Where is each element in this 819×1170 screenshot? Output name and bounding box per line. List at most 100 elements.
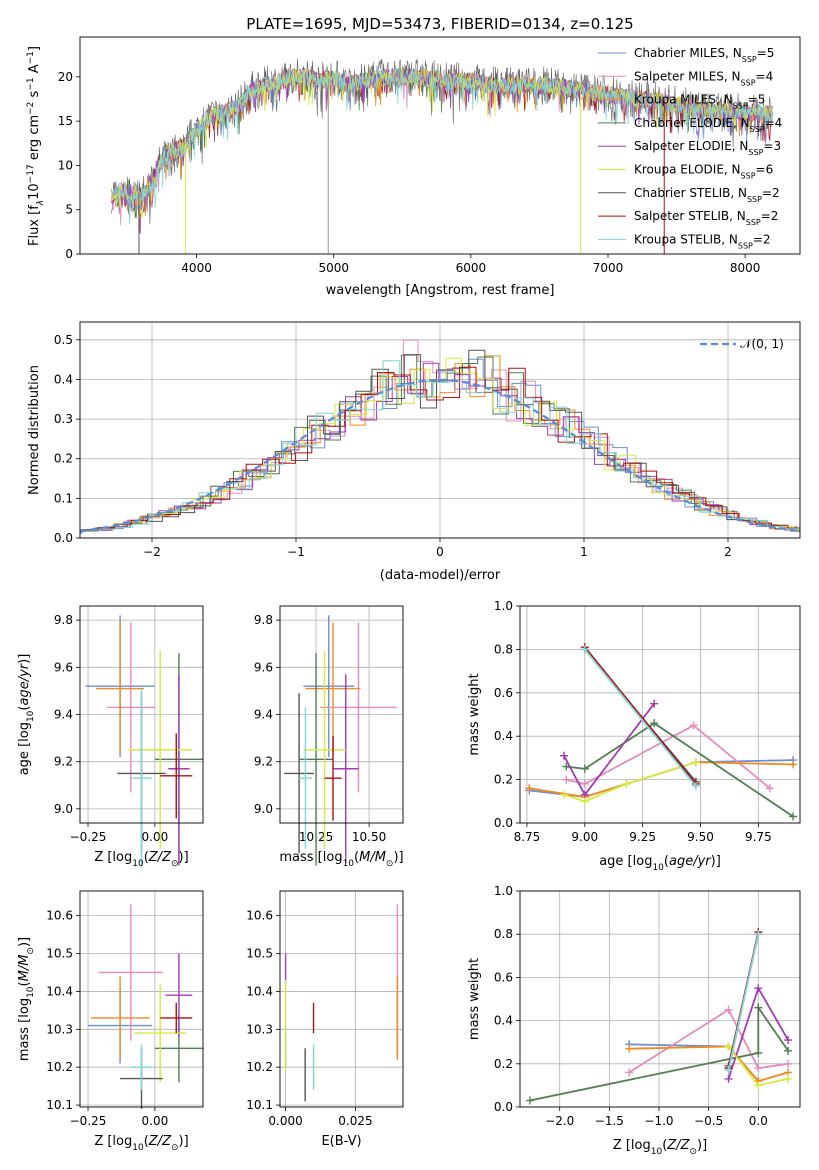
y-tick-label: 9.6	[254, 660, 273, 674]
ebv-mass-axes	[276, 891, 403, 1111]
x-tick-label: −1.0	[644, 1114, 673, 1128]
x-tick-label: 9.25	[629, 830, 656, 844]
z-weight-axes	[516, 890, 800, 1111]
weight-marker	[754, 1003, 763, 1012]
weight-marker	[650, 719, 659, 728]
y-tick-label: 9.8	[54, 613, 73, 627]
weight-marker	[691, 758, 700, 767]
y-tick-label: 10.3	[46, 1022, 73, 1036]
weight-marker	[754, 1049, 763, 1057]
legend-entry: Salpeter MILES, NSSP=4	[634, 69, 773, 87]
legend-entry: Salpeter ELODIE, NSSP=3	[634, 139, 781, 157]
y-tick-label: 0	[65, 247, 73, 261]
x-tick-label: 1	[580, 545, 588, 559]
x-tick-label: 4000	[181, 261, 212, 275]
weight-series	[629, 1045, 789, 1083]
weight-marker	[724, 1042, 733, 1051]
y-tick-label: 20	[58, 70, 73, 84]
legend-entry: 𝒩(0, 1)	[740, 337, 784, 351]
legend-entry: Kroupa MILES, NSSP=5	[634, 93, 765, 111]
x-axis-label: age [log10(age/yr)]	[599, 854, 721, 873]
legend-entry: Kroupa STELIB, NSSP=2	[634, 232, 771, 250]
y-tick-label: 10.4	[46, 984, 73, 998]
weight-marker	[622, 779, 631, 788]
weight-marker	[580, 645, 589, 654]
y-tick-label: 9.4	[54, 708, 73, 722]
x-tick-label: 0.000	[268, 1114, 302, 1128]
age-weight-lines	[525, 643, 798, 821]
weight-marker	[789, 812, 798, 821]
y-tick-label: 10.2	[46, 1060, 73, 1074]
y-tick-label: 0.2	[54, 452, 73, 466]
x-tick-label: 2	[724, 545, 732, 559]
x-axis-label: Z [log10(Z/Z⊙)]	[94, 1134, 188, 1153]
weight-marker	[580, 797, 589, 806]
weight-marker	[724, 1066, 733, 1075]
figure-title: PLATE=1695, MJD=53473, FIBERID=0134, z=0…	[246, 15, 633, 33]
weight-marker	[650, 699, 659, 708]
y-axis-label: mass [log10(M/M⊙)]	[17, 937, 36, 1061]
y-tick-label: 5	[65, 203, 73, 217]
spectrum-axes	[76, 76, 746, 258]
legend-entry: Chabrier STELIB, NSSP=2	[634, 186, 780, 204]
weight-marker	[754, 984, 763, 993]
y-tick-label: 0.6	[494, 686, 513, 700]
weight-marker	[724, 1074, 733, 1083]
weight-marker	[625, 1044, 634, 1053]
y-tick-label: 0.0	[494, 816, 513, 830]
weight-marker	[580, 764, 589, 773]
histogram-series	[80, 349, 800, 533]
x-tick-label: 0	[436, 545, 444, 559]
y-tick-label: 10.6	[246, 909, 273, 923]
y-tick-label: 0.5	[54, 333, 73, 347]
y-tick-label: 10.2	[246, 1060, 273, 1074]
weight-marker	[789, 760, 798, 769]
x-tick-label: 6000	[456, 261, 487, 275]
x-tick-label: 8000	[730, 261, 761, 275]
y-axis-label: mass weight	[467, 958, 482, 1040]
x-axis-label: E(B-V)	[321, 1134, 361, 1149]
weight-marker	[784, 1059, 793, 1068]
y-tick-label: 0.3	[54, 412, 73, 426]
y-tick-label: 0.4	[494, 729, 513, 743]
y-tick-label: 9.0	[54, 802, 73, 816]
legend-entry: Chabrier MILES, NSSP=5	[634, 46, 774, 64]
residuals-frame	[79, 321, 801, 539]
y-tick-label: 10.1	[246, 1098, 273, 1112]
weight-series	[584, 648, 697, 787]
y-tick-label: 10.5	[46, 947, 73, 961]
x-tick-label: 0.0	[749, 1114, 768, 1128]
y-tick-label: 0.1	[54, 491, 73, 505]
y-tick-label: 0.6	[494, 970, 513, 984]
weight-series	[566, 724, 771, 789]
z-weight-frame	[519, 890, 801, 1108]
y-tick-label: 10.4	[246, 984, 273, 998]
y-tick-label: 10.6	[46, 909, 73, 923]
y-tick-label: 9.6	[54, 660, 73, 674]
x-tick-label: 0.00	[142, 830, 169, 844]
weight-marker	[784, 1046, 793, 1055]
weight-marker	[784, 1074, 793, 1083]
spectrum-line	[111, 68, 773, 219]
weight-marker	[525, 1096, 534, 1105]
spectrum-lines	[111, 58, 773, 254]
y-tick-label: 9.0	[254, 802, 273, 816]
mass-age-frame	[279, 605, 404, 824]
x-axis-label: Z [log10(Z/Z⊙)]	[94, 850, 188, 869]
x-tick-label: −2.0	[545, 1114, 574, 1128]
y-tick-label: 9.2	[254, 755, 273, 769]
x-axis-label: wavelength [Angstrom, rest frame]	[326, 283, 555, 298]
y-tick-label: 0.8	[494, 927, 513, 941]
weight-series	[628, 1008, 789, 1074]
weight-marker	[559, 751, 568, 760]
weight-series	[566, 722, 794, 818]
weight-marker	[691, 782, 700, 791]
age-weight-frame	[519, 605, 801, 824]
x-tick-label: −0.25	[70, 1114, 107, 1128]
x-tick-label: 5000	[318, 261, 349, 275]
y-tick-label: 0.4	[54, 372, 73, 386]
x-tick-label: −1.5	[595, 1114, 624, 1128]
legend-entry: Kroupa ELODIE, NSSP=6	[634, 163, 773, 181]
y-axis-label: age [log10(age/yr)]	[17, 654, 36, 776]
